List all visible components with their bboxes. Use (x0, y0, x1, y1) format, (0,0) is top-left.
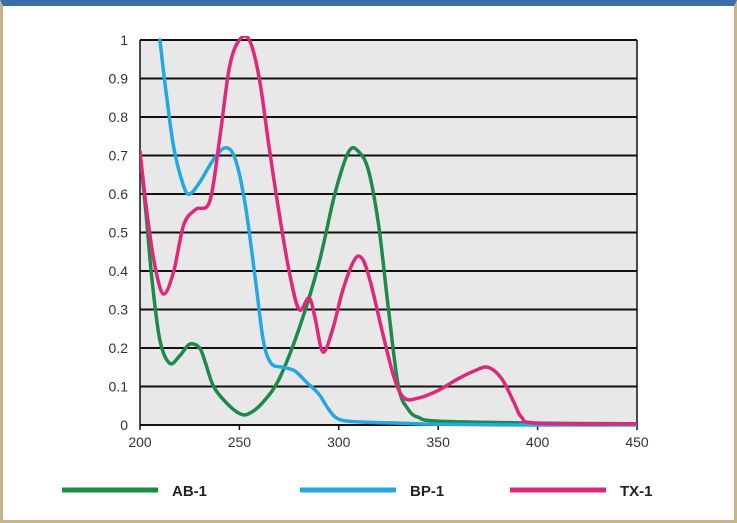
y-tick-label: 0.6 (109, 186, 129, 202)
x-tick-label: 450 (625, 434, 649, 450)
series-line-ab-1 (140, 145, 637, 426)
x-tick-label: 300 (327, 434, 351, 450)
legend-label-bp-1: BP-1 (410, 483, 444, 500)
y-tick-label: 0.7 (109, 148, 129, 164)
y-tick-label: 0.5 (109, 225, 129, 241)
x-tick-label: 250 (228, 434, 252, 450)
y-tick-label: 0.9 (109, 71, 129, 87)
y-tick-label: 0.3 (109, 302, 129, 318)
legend-label-tx-1: TX-1 (620, 483, 653, 500)
series-line-tx-1 (140, 36, 637, 426)
y-tick-label: 0 (120, 417, 128, 433)
y-tick-label: 0.2 (109, 340, 129, 356)
y-tick-label: 0.8 (109, 109, 129, 125)
x-tick-label: 200 (128, 434, 152, 450)
x-tick-label: 400 (526, 434, 550, 450)
y-tick-label: 0.1 (109, 379, 129, 395)
y-tick-label: 0.4 (109, 263, 129, 279)
legend-label-ab-1: AB-1 (172, 483, 207, 500)
y-tick-label: 1 (120, 32, 128, 48)
series-line-bp-1 (158, 38, 637, 427)
x-tick-label: 350 (427, 434, 451, 450)
